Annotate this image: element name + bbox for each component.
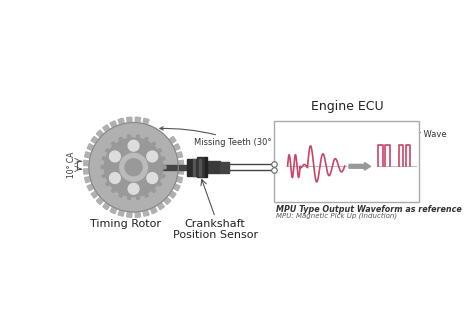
Wedge shape — [135, 117, 141, 124]
Wedge shape — [168, 191, 176, 198]
FancyArrow shape — [349, 162, 371, 170]
Wedge shape — [173, 184, 180, 191]
Circle shape — [109, 151, 120, 162]
Wedge shape — [177, 169, 183, 174]
Circle shape — [147, 151, 158, 162]
Wedge shape — [83, 160, 90, 166]
Wedge shape — [173, 144, 180, 151]
Bar — [193, 159, 195, 176]
Wedge shape — [96, 130, 104, 138]
Wedge shape — [163, 197, 171, 204]
Text: MPU Type Output Waveform as reference: MPU Type Output Waveform as reference — [276, 205, 462, 214]
FancyBboxPatch shape — [274, 121, 419, 202]
Wedge shape — [83, 169, 90, 174]
Wedge shape — [143, 209, 149, 216]
Wedge shape — [161, 174, 165, 178]
Text: 10° CA: 10° CA — [67, 152, 76, 178]
Circle shape — [104, 138, 163, 197]
Bar — [220, 162, 229, 173]
Wedge shape — [91, 191, 99, 198]
Wedge shape — [106, 182, 109, 186]
Text: NE-: NE- — [276, 160, 289, 169]
Text: +: + — [369, 141, 376, 150]
Circle shape — [128, 140, 139, 151]
Text: Timing Rotor: Timing Rotor — [91, 219, 161, 229]
Wedge shape — [168, 136, 176, 144]
Wedge shape — [96, 197, 104, 204]
Text: Rectangular Wave: Rectangular Wave — [370, 130, 447, 138]
Wedge shape — [157, 149, 162, 152]
Wedge shape — [152, 142, 156, 146]
Text: Engine ECU: Engine ECU — [310, 100, 383, 113]
Wedge shape — [161, 157, 165, 160]
Wedge shape — [157, 182, 162, 186]
Text: −: − — [279, 182, 286, 191]
Wedge shape — [103, 202, 110, 210]
Wedge shape — [145, 193, 148, 197]
Circle shape — [125, 159, 142, 176]
Wedge shape — [135, 211, 141, 217]
Wedge shape — [91, 136, 99, 144]
Bar — [205, 157, 207, 177]
Wedge shape — [137, 196, 139, 199]
Wedge shape — [137, 135, 139, 138]
Wedge shape — [150, 206, 157, 214]
Wedge shape — [103, 125, 110, 133]
Circle shape — [128, 184, 139, 194]
Circle shape — [109, 173, 120, 184]
Bar — [188, 159, 205, 176]
Wedge shape — [127, 211, 132, 217]
Text: 0: 0 — [369, 161, 374, 171]
Wedge shape — [119, 193, 123, 197]
Wedge shape — [87, 184, 95, 191]
Text: AC Wave: AC Wave — [281, 130, 318, 138]
Wedge shape — [85, 152, 92, 158]
Text: +: + — [279, 141, 286, 150]
Circle shape — [147, 173, 158, 184]
Wedge shape — [119, 137, 123, 141]
Wedge shape — [106, 149, 109, 152]
Text: NE+: NE+ — [276, 165, 293, 174]
Bar — [146, 164, 222, 170]
Circle shape — [120, 153, 147, 181]
Bar — [197, 157, 205, 177]
Wedge shape — [127, 117, 132, 124]
Wedge shape — [177, 160, 183, 166]
Bar — [199, 159, 201, 176]
Wedge shape — [157, 202, 164, 210]
Wedge shape — [163, 166, 166, 169]
Wedge shape — [85, 176, 92, 183]
Wedge shape — [175, 176, 182, 183]
Text: 0: 0 — [279, 161, 284, 171]
Wedge shape — [102, 157, 106, 160]
Wedge shape — [118, 209, 125, 216]
Wedge shape — [175, 152, 182, 158]
Wedge shape — [128, 196, 131, 199]
Wedge shape — [111, 142, 115, 146]
Wedge shape — [110, 121, 117, 129]
Wedge shape — [145, 137, 148, 141]
Wedge shape — [111, 189, 115, 193]
Wedge shape — [118, 118, 125, 126]
Wedge shape — [128, 135, 131, 138]
Circle shape — [89, 123, 178, 212]
Wedge shape — [102, 174, 106, 178]
Text: MPU: Magnetic Pick Up (Induction): MPU: Magnetic Pick Up (Induction) — [276, 213, 397, 219]
Wedge shape — [110, 206, 117, 214]
Text: Missing Teeth (30° CA): Missing Teeth (30° CA) — [160, 127, 289, 147]
Wedge shape — [101, 166, 104, 169]
Bar — [205, 161, 220, 174]
Text: −: − — [369, 182, 376, 191]
Text: Crankshaft
Position Sensor: Crankshaft Position Sensor — [173, 219, 258, 241]
Wedge shape — [87, 144, 95, 151]
Wedge shape — [152, 189, 156, 193]
Wedge shape — [143, 118, 149, 126]
